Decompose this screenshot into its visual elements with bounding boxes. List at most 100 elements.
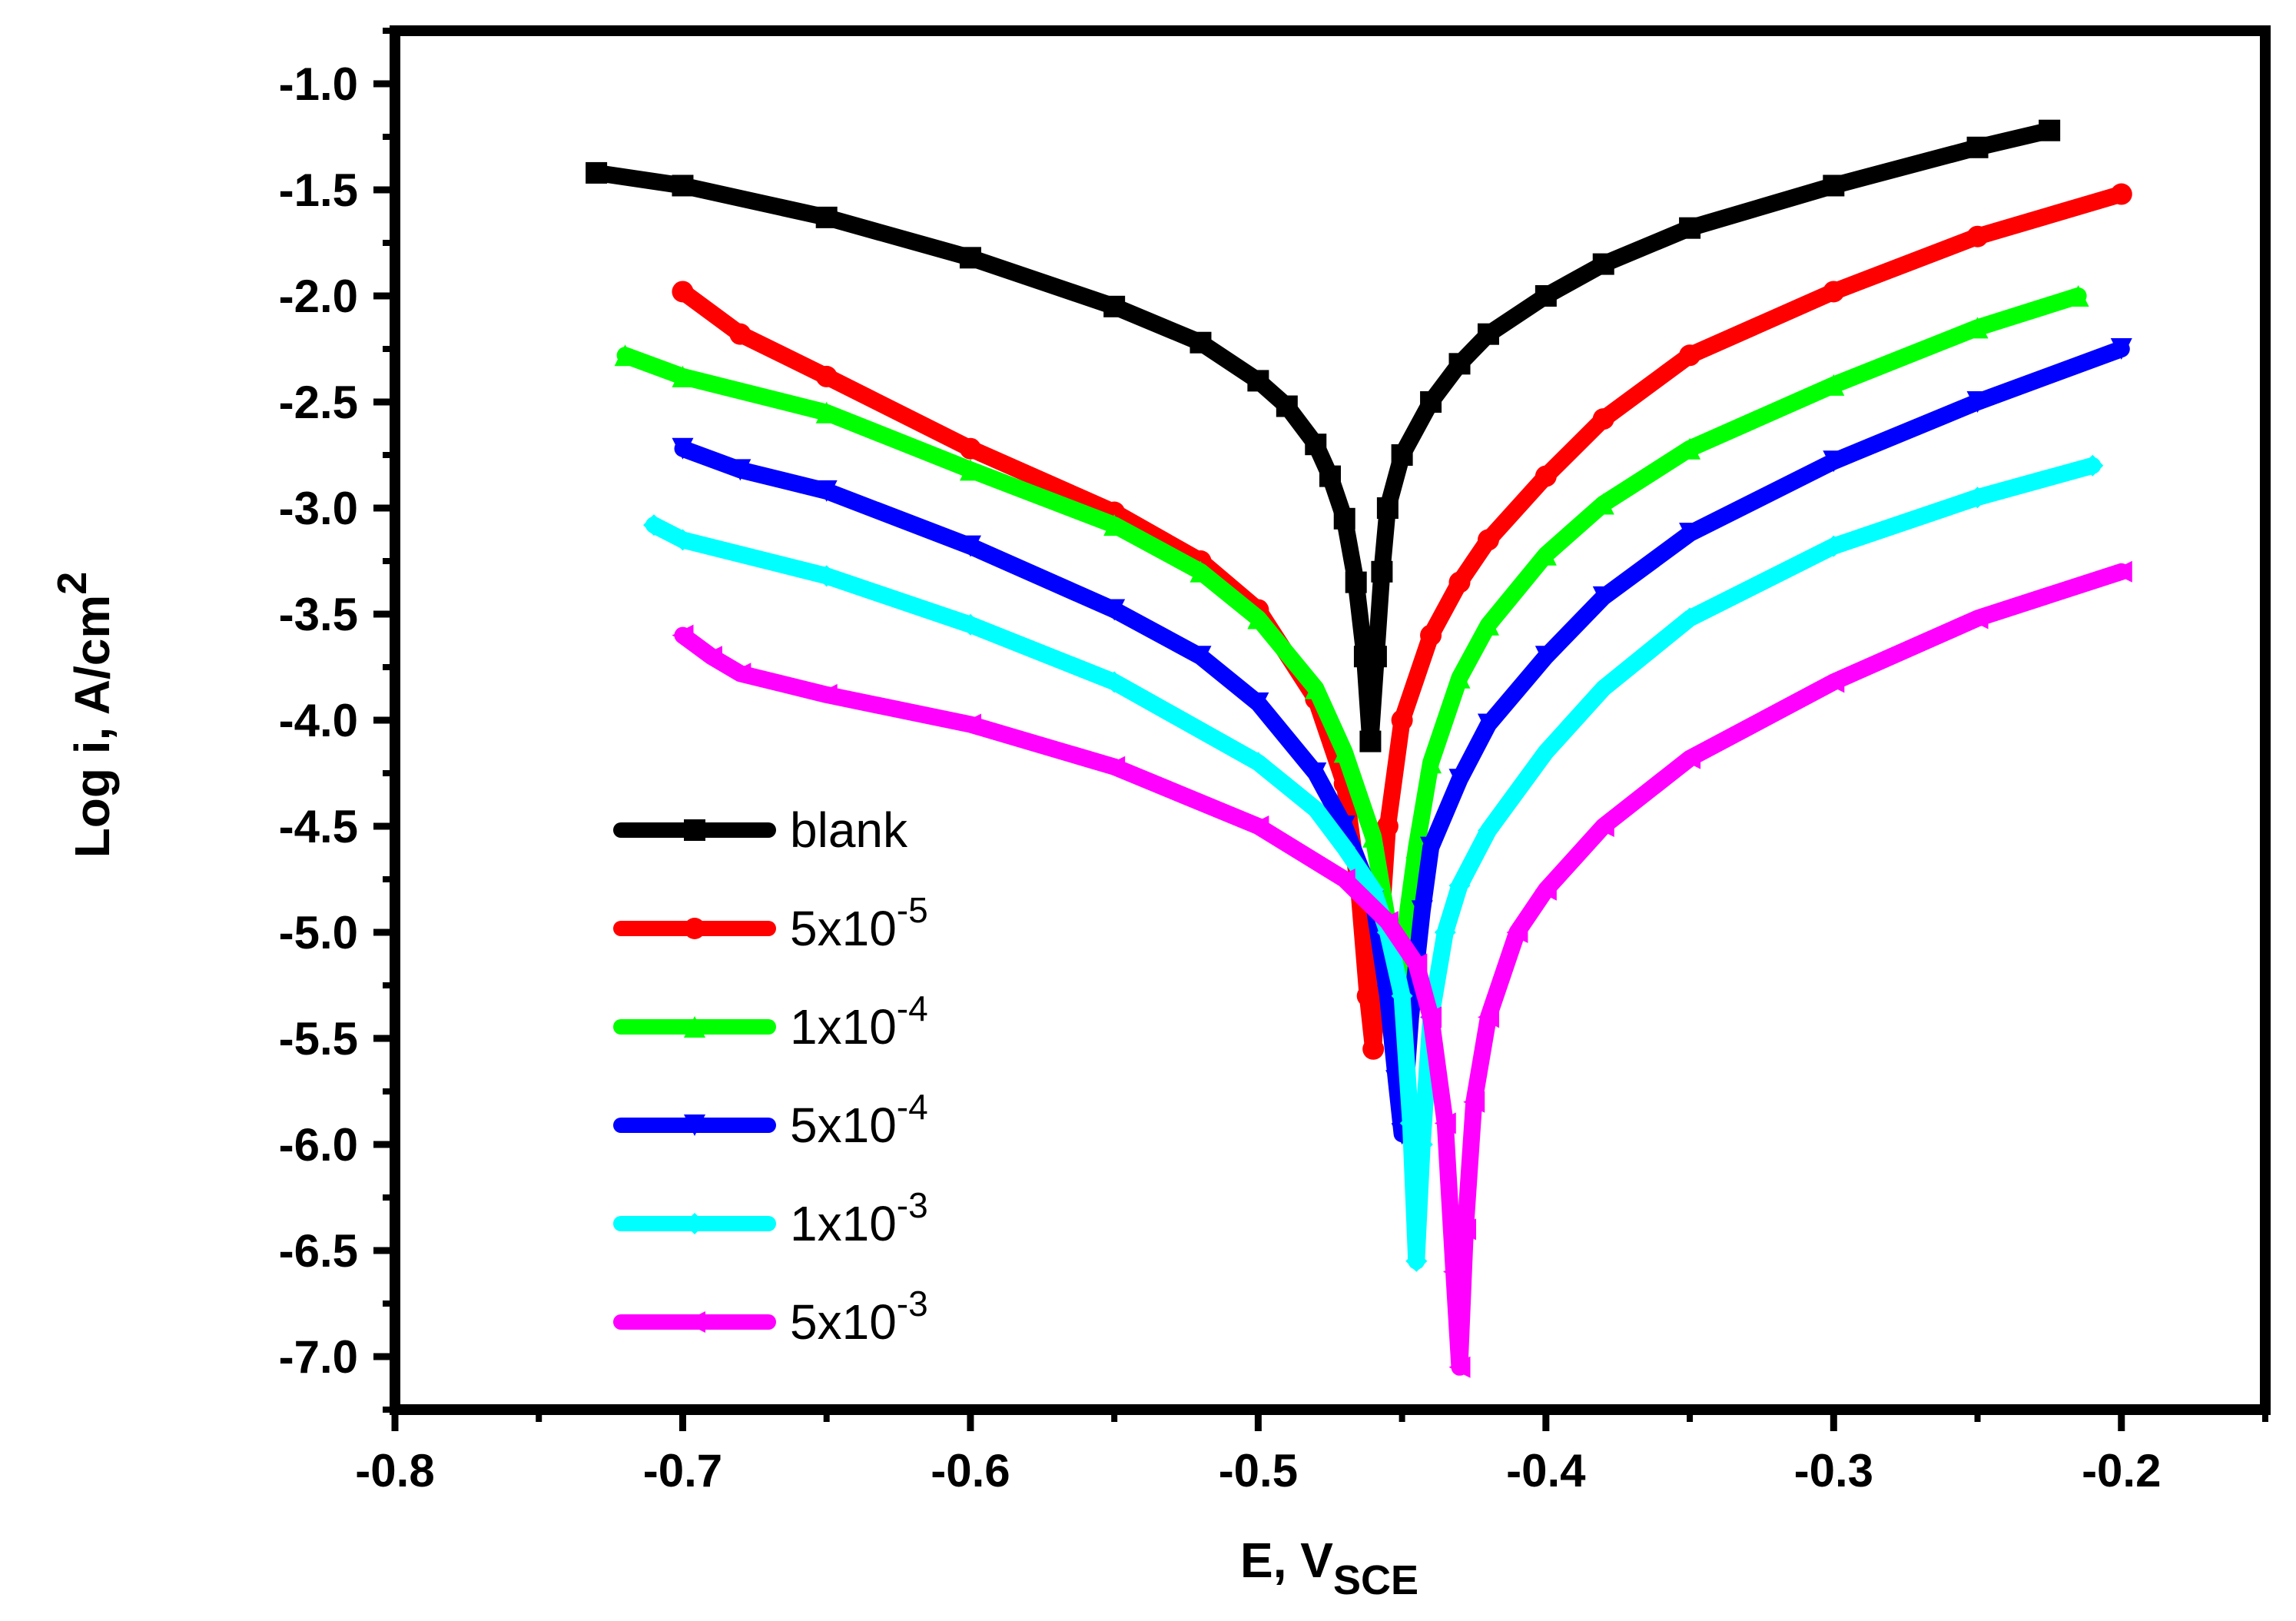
data-point [815,365,838,387]
data-point [1448,666,1471,689]
legend-label-exponent: -3 [897,1185,928,1225]
data-point [1333,507,1355,530]
data-point [1823,281,1845,303]
data-point [815,480,838,502]
data-point [815,206,838,228]
legend-marker [684,819,705,841]
data-point [815,683,838,706]
data-point [1477,613,1499,636]
data-point [614,344,636,367]
data-point [1247,752,1269,774]
legend-label-base: 5x10 [790,1098,897,1153]
data-point [1823,535,1845,557]
data-point [1448,769,1471,791]
data-point [1189,646,1212,668]
data-point [1477,1006,1499,1028]
data-point [729,323,752,345]
data-point [1966,487,1989,509]
data-point [959,613,981,636]
data-point [1592,408,1614,430]
data-point [729,663,752,685]
data-point [1823,374,1845,396]
data-point [1189,560,1212,583]
data-point [1333,836,1355,859]
data-point [1399,1112,1422,1134]
data-point [1535,741,1557,763]
data-point [1103,295,1126,317]
data-point [1247,370,1269,392]
y-tick-label: -4.0 [279,695,358,746]
data-point [1463,1091,1485,1113]
legend-label: blank [790,802,908,858]
data-point [1362,1038,1385,1060]
y-tick-label: -5.5 [279,1013,358,1065]
data-point [672,365,694,387]
y-axis-title: Log i, A/cm2 [49,572,120,859]
legend-marker [684,918,705,939]
data-point [959,459,981,481]
legend-item: 5x10-4 [613,1087,928,1153]
data-point [1535,879,1557,901]
legend-label-exponent: -3 [897,1284,928,1324]
data-point [1966,225,1989,247]
data-point [1276,395,1298,417]
plot-frame [390,25,2271,1415]
tick-labels: -0.8 -0.7 -0.6 -0.5 -0.4 -0.3 -0.2 -1.0 -1.5 -2.0… [279,58,2162,1496]
data-point [1305,433,1327,456]
data-point [1420,1006,1442,1028]
data-point [1535,646,1557,668]
x-tick-label: -0.3 [1794,1445,1873,1496]
data-point [1103,599,1126,621]
x-tick-label: -0.5 [1219,1445,1298,1496]
data-point [1420,752,1442,774]
data-point [672,624,694,646]
data-point [959,535,981,557]
series-5 [672,560,2132,1378]
legend-label-exponent: -4 [897,1087,928,1127]
data-point [1333,741,1355,763]
data-point [1592,493,1614,515]
data-point [1247,692,1269,714]
data-point [1823,174,1845,197]
data-point [672,174,694,197]
data-point [1592,586,1614,608]
legend-marker [684,1016,705,1038]
data-point [1966,136,1989,158]
data-point [1823,450,1845,473]
y-tick-label: -4.5 [279,801,358,852]
data-point [2082,454,2104,477]
data-point [1305,798,1327,820]
series-layer [586,119,2132,1378]
data-point [1966,317,1989,339]
series-line [645,457,2102,1270]
data-point [2110,338,2132,360]
data-point [1477,323,1499,345]
data-point [959,713,981,736]
legend-item: 1x10-4 [613,988,928,1055]
data-point [1448,353,1471,375]
legend-label: 1x10-3 [790,1185,928,1251]
legend-label: 5x10-4 [790,1087,928,1153]
x-tick-label: -0.7 [643,1445,722,1496]
series-0 [586,119,2061,752]
data-point [2110,560,2132,583]
data-point [1405,953,1428,975]
data-point [1247,815,1269,837]
y-tick-label: -6.0 [279,1119,358,1171]
data-point [1679,607,1701,629]
data-point [672,529,694,551]
data-point [1448,571,1471,593]
data-point [1103,756,1126,778]
data-point [1966,391,1989,413]
legend-label-base: blank [790,802,908,858]
data-point [1679,217,1701,239]
data-point [1411,900,1433,922]
data-point [1535,465,1557,487]
legend-label-base: 1x10 [790,999,897,1055]
data-point [1305,762,1327,784]
data-point [1376,911,1399,933]
data-point [1365,646,1387,668]
data-point [959,437,981,460]
data-point [1305,677,1327,699]
data-point [1371,560,1393,583]
